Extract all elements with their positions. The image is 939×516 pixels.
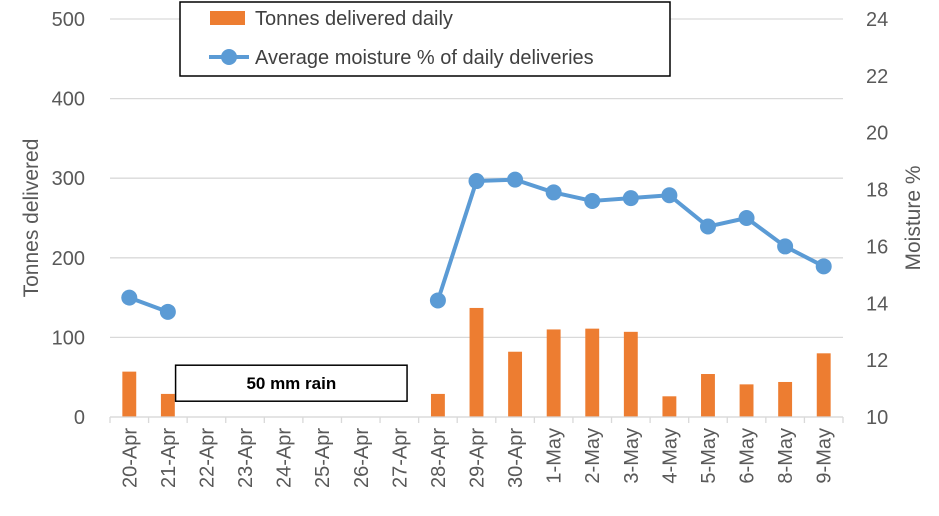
rain-annotation: 50 mm rain (174, 364, 408, 402)
left-tick-label: 300 (52, 168, 85, 190)
bar (546, 329, 561, 417)
x-tick-label: 8-May (775, 428, 797, 484)
x-tick-label: 25-Apr (312, 428, 334, 488)
x-tick-label: 26-Apr (351, 428, 373, 488)
bar (739, 384, 754, 417)
right-axis-title: Moisture % (902, 165, 925, 270)
data-point (661, 187, 678, 204)
data-point (121, 289, 138, 306)
x-tick-label: 28-Apr (428, 428, 450, 488)
bar (623, 331, 638, 417)
left-tick-label: 400 (52, 89, 85, 111)
x-tick-label: 22-Apr (196, 428, 218, 488)
x-tick-label: 29-Apr (467, 428, 489, 488)
x-tick-label: 3-May (621, 428, 643, 484)
data-point (777, 238, 794, 255)
rain-annotation-box (174, 364, 408, 402)
bar-series (122, 307, 831, 417)
legend-bar-swatch (210, 11, 245, 25)
data-point (545, 184, 562, 201)
x-tick-label: 23-Apr (235, 428, 257, 488)
x-tick-label: 21-Apr (158, 428, 180, 488)
left-tick-label: 0 (74, 407, 85, 429)
bar (662, 396, 677, 417)
rain-annotation-label: 50 mm rain (246, 374, 336, 393)
data-point (815, 258, 832, 275)
x-tick-label: 1-May (544, 428, 566, 484)
x-tick-label: 30-Apr (505, 428, 527, 488)
data-point (429, 292, 446, 309)
bar (160, 393, 175, 417)
right-axis: 10 12 14 16 18 20 22 24 (866, 9, 888, 429)
bar (585, 328, 600, 417)
bar (701, 374, 715, 417)
x-tick-label: 20-Apr (119, 428, 141, 488)
right-tick-label: 24 (866, 9, 888, 31)
data-point (738, 210, 755, 226)
x-tick-label: 4-May (659, 428, 681, 484)
legend: Tonnes delivered daily Average moisture … (179, 1, 671, 77)
data-point (468, 173, 485, 190)
left-axis-title: Tonnes delivered (20, 139, 43, 298)
right-tick-label: 20 (866, 123, 888, 145)
right-tick-label: 16 (866, 236, 888, 258)
legend-box (179, 1, 671, 77)
data-point (699, 218, 716, 235)
line-series (121, 171, 832, 320)
bar (816, 353, 831, 417)
right-tick-label: 10 (866, 407, 888, 429)
bar (122, 371, 137, 417)
bar (508, 351, 523, 417)
right-tick-label: 14 (866, 293, 888, 315)
data-point (622, 190, 639, 207)
right-tick-label: 22 (866, 66, 888, 88)
x-axis: 20-Apr 21-Apr 22-Apr 23-Apr 24-Apr 25-Apr 26-A… (109, 416, 844, 488)
x-tick-label: 6-May (737, 428, 759, 484)
right-tick-label: 12 (866, 350, 888, 372)
left-tick-label: 500 (52, 9, 85, 31)
legend-line-label: Average moisture % of daily deliveries (255, 47, 594, 69)
data-point (584, 192, 601, 209)
x-tick-label: 9-May (814, 428, 836, 484)
left-axis: 0 100 200 300 400 500 (52, 9, 85, 429)
bar (469, 307, 484, 417)
left-tick-label: 100 (52, 327, 85, 349)
x-tick-label: 27-Apr (389, 428, 411, 488)
right-tick-label: 18 (866, 180, 888, 202)
bar (430, 393, 445, 417)
x-tick-label: 5-May (698, 428, 720, 484)
x-tick-label: 24-Apr (274, 428, 296, 488)
legend-line-marker (221, 49, 237, 65)
legend-bar-label: Tonnes delivered daily (255, 8, 453, 30)
data-point (159, 303, 176, 320)
left-tick-label: 200 (52, 248, 85, 270)
data-point (507, 171, 524, 188)
x-tick-label: 2-May (582, 428, 604, 484)
bar (778, 381, 793, 417)
